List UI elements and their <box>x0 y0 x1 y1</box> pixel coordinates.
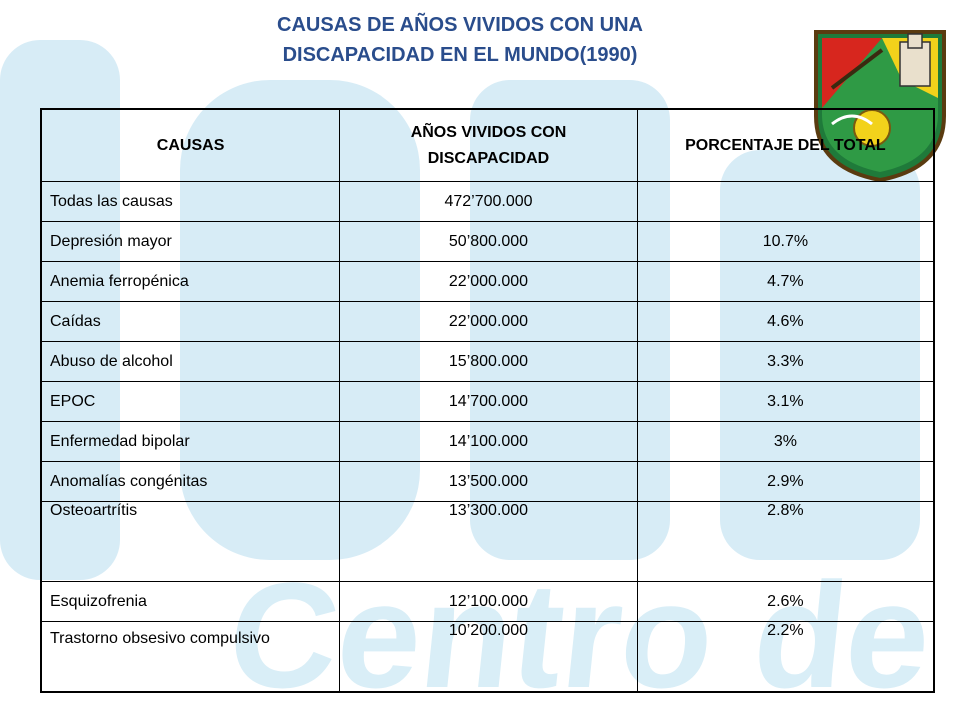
percent-cell: 10.7% <box>636 221 935 262</box>
title-line-2: DISCAPACIDAD EN EL MUNDO(1990) <box>282 44 638 66</box>
years-cell: 472’700.000 <box>339 181 638 222</box>
page-title: CAUSAS DE AÑOS VIVIDOS CON UNA DISCAPACI… <box>150 10 770 70</box>
years-cell: 50’800.000 <box>339 221 638 262</box>
percent-cell: 2.6% <box>636 581 935 622</box>
cause-cell: Caídas <box>40 301 341 342</box>
table-row: Todas las causas 472’700.000 <box>40 181 935 222</box>
cause-cell: Trastorno obsesivo compulsivo <box>40 621 341 692</box>
percent-cell: 2.2% <box>636 621 935 692</box>
table-row: Depresión mayor 50’800.000 10.7% <box>40 221 935 262</box>
years-cell: 15’800.000 <box>339 341 638 382</box>
years-cell: 12’100.000 <box>339 581 638 622</box>
percent-cell: 3% <box>636 421 935 462</box>
header-causas: CAUSAS <box>40 108 341 182</box>
cause-cell: Todas las causas <box>40 181 341 222</box>
table-row: Osteoartrítis 13’300.000 2.8% <box>40 501 935 582</box>
table-row: Anemia ferropénica 22’000.000 4.7% <box>40 261 935 302</box>
table-row: Caídas 22’000.000 4.6% <box>40 301 935 342</box>
years-cell: 22’000.000 <box>339 261 638 302</box>
years-cell: 22’000.000 <box>339 301 638 342</box>
percent-cell: 3.3% <box>636 341 935 382</box>
discapacity-table: CAUSAS AÑOS VIVIDOS CON DISCAPACIDAD POR… <box>40 108 935 693</box>
cause-cell: EPOC <box>40 381 341 422</box>
percent-cell: 3.1% <box>636 381 935 422</box>
years-cell: 13’500.000 <box>339 461 638 502</box>
cause-cell: Anomalías congénitas <box>40 461 341 502</box>
percent-cell: 4.7% <box>636 261 935 302</box>
table-row: Abuso de alcohol 15’800.000 3.3% <box>40 341 935 382</box>
cause-cell: Esquizofrenia <box>40 581 341 622</box>
cause-cell: Abuso de alcohol <box>40 341 341 382</box>
years-cell: 14’100.000 <box>339 421 638 462</box>
cause-cell: Enfermedad bipolar <box>40 421 341 462</box>
header-porcentaje: PORCENTAJE DEL TOTAL <box>636 108 935 182</box>
percent-cell: 2.8% <box>636 501 935 582</box>
cause-cell: Depresión mayor <box>40 221 341 262</box>
percent-cell: 2.9% <box>636 461 935 502</box>
table-row: Esquizofrenia 12’100.000 2.6% <box>40 581 935 622</box>
years-cell: 13’300.000 <box>339 501 638 582</box>
table-header-row: CAUSAS AÑOS VIVIDOS CON DISCAPACIDAD POR… <box>40 108 935 182</box>
percent-cell: 4.6% <box>636 301 935 342</box>
percent-cell <box>636 181 935 222</box>
header-anos: AÑOS VIVIDOS CON DISCAPACIDAD <box>339 108 638 182</box>
table-row: Enfermedad bipolar 14’100.000 3% <box>40 421 935 462</box>
cause-cell: Osteoartrítis <box>40 501 341 582</box>
years-cell: 14’700.000 <box>339 381 638 422</box>
table-row: Anomalías congénitas 13’500.000 2.9% <box>40 461 935 502</box>
years-cell: 10’200.000 <box>339 621 638 692</box>
table-row: Trastorno obsesivo compulsivo 10’200.000… <box>40 621 935 692</box>
table-row: EPOC 14’700.000 3.1% <box>40 381 935 422</box>
title-line-1: CAUSAS DE AÑOS VIVIDOS CON UNA <box>277 14 643 36</box>
cause-cell: Anemia ferropénica <box>40 261 341 302</box>
